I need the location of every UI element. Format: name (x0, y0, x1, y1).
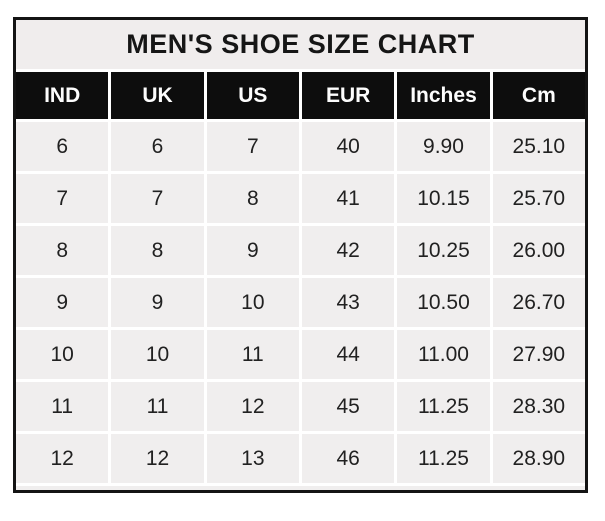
table-cell-r5-inches: 11.25 (397, 382, 490, 431)
table-cell-r2-inches: 10.25 (397, 226, 490, 275)
table-footer-strip (16, 486, 585, 490)
table-cell-r4-inches: 11.00 (397, 330, 490, 379)
table-cell-r5-cm: 28.30 (492, 382, 585, 431)
table-cell-r0-cm: 25.10 (492, 122, 585, 171)
table-cell-r2-us: 9 (206, 226, 299, 275)
table-cell-r6-eur: 46 (302, 434, 395, 483)
table-cell-r4-uk: 10 (111, 330, 204, 379)
table-cell-r2-uk: 8 (111, 226, 204, 275)
column-header-inches: Inches (397, 72, 490, 119)
column-header-eur: EUR (302, 72, 395, 119)
shoe-size-table: MEN'S SHOE SIZE CHART IND UK US EUR Inch… (16, 20, 585, 490)
table-cell-r1-eur: 41 (302, 174, 395, 223)
column-header-uk: UK (111, 72, 204, 119)
table-cell-r5-uk: 11 (111, 382, 204, 431)
table-cell-r0-ind: 6 (16, 122, 109, 171)
shoe-size-chart: MEN'S SHOE SIZE CHART IND UK US EUR Inch… (13, 17, 588, 493)
table-cell-r4-us: 11 (206, 330, 299, 379)
table-cell-r1-cm: 25.70 (492, 174, 585, 223)
table-cell-r6-us: 13 (206, 434, 299, 483)
table-cell-r5-us: 12 (206, 382, 299, 431)
table-cell-r2-cm: 26.00 (492, 226, 585, 275)
table-cell-r3-cm: 26.70 (492, 278, 585, 327)
table-cell-r1-inches: 10.15 (397, 174, 490, 223)
table-cell-r3-inches: 10.50 (397, 278, 490, 327)
table-cell-r2-eur: 42 (302, 226, 395, 275)
table-cell-r1-ind: 7 (16, 174, 109, 223)
table-cell-r6-inches: 11.25 (397, 434, 490, 483)
table-cell-r0-us: 7 (206, 122, 299, 171)
table-cell-r4-cm: 27.90 (492, 330, 585, 379)
column-header-us: US (206, 72, 299, 119)
table-cell-r4-eur: 44 (302, 330, 395, 379)
table-cell-r6-uk: 12 (111, 434, 204, 483)
table-cell-r0-inches: 9.90 (397, 122, 490, 171)
chart-title: MEN'S SHOE SIZE CHART (16, 20, 585, 69)
table-cell-r3-ind: 9 (16, 278, 109, 327)
table-cell-r6-ind: 12 (16, 434, 109, 483)
table-cell-r5-ind: 11 (16, 382, 109, 431)
column-header-ind: IND (16, 72, 109, 119)
table-cell-r3-eur: 43 (302, 278, 395, 327)
table-cell-r2-ind: 8 (16, 226, 109, 275)
table-cell-r5-eur: 45 (302, 382, 395, 431)
table-cell-r1-uk: 7 (111, 174, 204, 223)
table-cell-r0-uk: 6 (111, 122, 204, 171)
table-cell-r6-cm: 28.90 (492, 434, 585, 483)
table-cell-r0-eur: 40 (302, 122, 395, 171)
table-cell-r3-uk: 9 (111, 278, 204, 327)
column-header-cm: Cm (492, 72, 585, 119)
table-cell-r3-us: 10 (206, 278, 299, 327)
table-cell-r4-ind: 10 (16, 330, 109, 379)
table-cell-r1-us: 8 (206, 174, 299, 223)
